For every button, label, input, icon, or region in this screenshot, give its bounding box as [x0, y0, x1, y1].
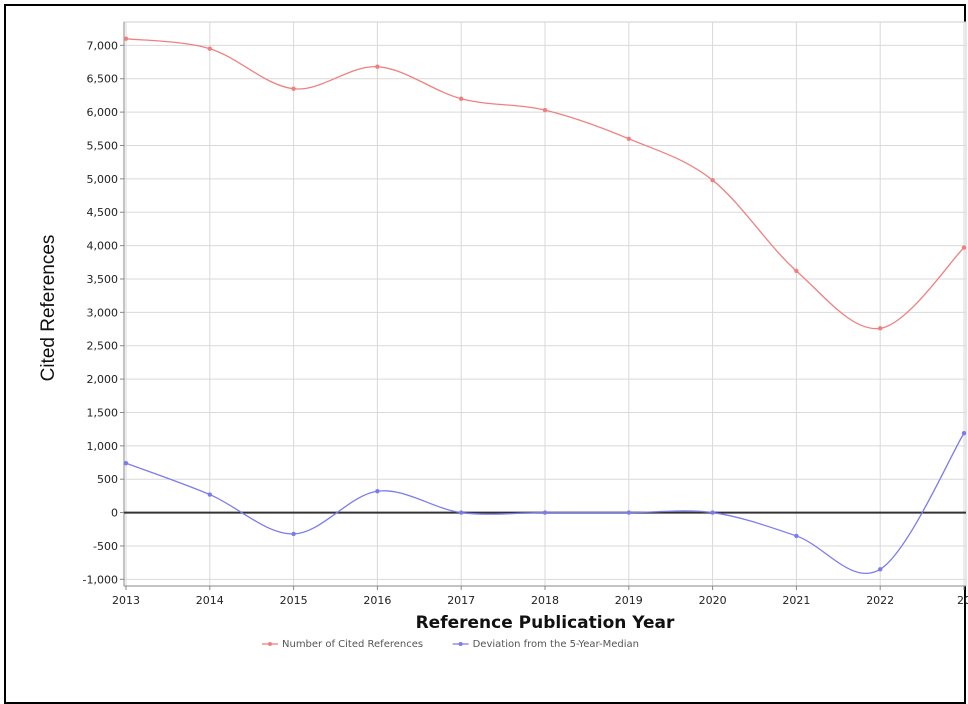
legend-marker — [458, 642, 463, 646]
y-tick-label: -1,000 — [83, 573, 118, 586]
data-point — [291, 531, 296, 537]
x-tick-label: 2021 — [782, 594, 810, 607]
y-tick-label: -500 — [93, 540, 118, 553]
line-chart: -1,000 -500 0 500 1,000 1,500 2,000 2,500 3,000 3… — [38, 21, 968, 650]
data-point — [207, 492, 212, 497]
data-point — [878, 326, 883, 331]
series-line-2 — [125, 432, 965, 575]
data-point — [961, 245, 967, 250]
data-point — [459, 96, 464, 101]
x-tick-label: 2020 — [699, 594, 727, 607]
y-tick-label: 6,000 — [87, 106, 119, 119]
data-point — [626, 510, 631, 515]
grid-lines — [123, 21, 967, 587]
y-tick-label: 5,500 — [87, 139, 119, 152]
data-point — [626, 136, 631, 142]
data-point — [542, 510, 548, 515]
y-tick-label: 2,500 — [87, 340, 119, 353]
data-point — [291, 86, 296, 91]
data-point — [961, 430, 967, 436]
x-tick-label: 2015 — [280, 594, 308, 607]
data-point — [542, 107, 548, 113]
data-point — [710, 177, 715, 183]
x-tick-label: 2016 — [363, 594, 391, 607]
data-point — [123, 460, 129, 466]
series-points — [123, 36, 967, 572]
y-tick-label: 7,000 — [87, 39, 119, 52]
y-tick-label: 2,000 — [87, 373, 119, 386]
y-tick-label: 3,000 — [87, 306, 119, 319]
series-lines — [125, 38, 965, 575]
x-tick-labels: 2013 2014 2015 2016 2017 2018 2019 2020 2021 2022… — [112, 594, 968, 607]
y-tick-label: 0 — [111, 507, 118, 520]
series-line-1 — [125, 38, 965, 330]
y-tick-label: 1,000 — [87, 440, 119, 453]
data-point — [123, 36, 129, 41]
data-point — [710, 510, 715, 515]
data-point — [207, 46, 212, 51]
x-tick-label: 2013 — [112, 594, 140, 607]
data-point — [375, 489, 380, 494]
legend: Number of Cited References Deviation from… — [262, 639, 639, 650]
data-point — [878, 567, 883, 572]
x-axis-label: Reference Publication Year — [416, 613, 675, 633]
legend-label: Deviation from the 5-Year-Median — [473, 639, 639, 650]
y-tick-labels: -1,000 -500 0 500 1,000 1,500 2,000 2,500 3,000 3… — [83, 39, 118, 586]
data-point — [459, 510, 464, 515]
x-tick-label: 2019 — [615, 594, 643, 607]
x-tick-label: 2022 — [866, 594, 894, 607]
data-point — [794, 268, 799, 274]
y-tick-label: 500 — [97, 473, 118, 486]
legend-marker — [268, 642, 272, 646]
y-tick-label: 4,500 — [87, 206, 119, 219]
x-tick-label: 2014 — [196, 594, 224, 607]
y-tick-label: 6,500 — [87, 73, 119, 86]
y-axis-label: Cited References — [38, 235, 59, 382]
legend-label: Number of Cited References — [282, 639, 423, 650]
y-tick-label: 5,000 — [87, 173, 119, 186]
y-tick-label: 3,500 — [87, 273, 119, 286]
data-point — [794, 533, 799, 539]
x-tick-label: 2017 — [447, 594, 475, 607]
x-tick-label: 2018 — [531, 594, 559, 607]
x-tick-label: 20 — [957, 594, 968, 607]
y-tick-label: 1,500 — [87, 406, 119, 419]
y-tick-label: 4,000 — [87, 240, 119, 253]
data-point — [375, 64, 380, 69]
